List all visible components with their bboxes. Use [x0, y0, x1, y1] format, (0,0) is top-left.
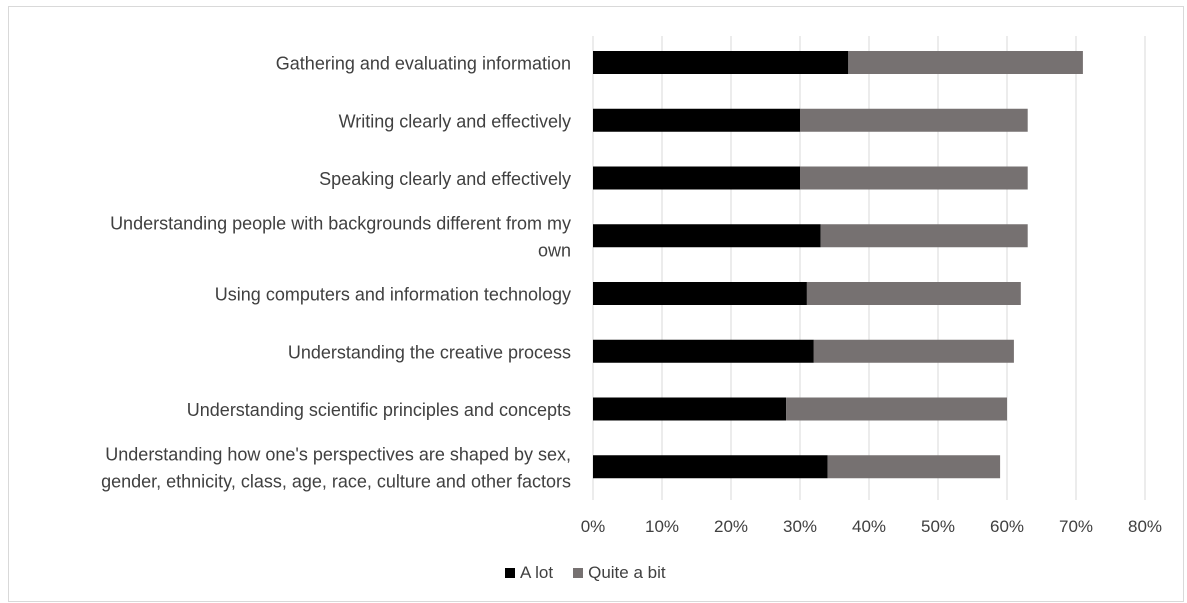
category-label: Understanding scientific principles and …	[187, 400, 571, 420]
chart-frame	[8, 6, 1184, 602]
legend-label-quite-a-bit: Quite a bit	[588, 563, 666, 582]
legend-swatch-quite-a-bit	[573, 568, 584, 578]
legend-swatch-a-lot	[505, 568, 515, 578]
legend-label-a-lot: A lot	[520, 563, 554, 582]
bar-a-lot	[593, 51, 849, 74]
category-label: Using computers and information technolo…	[215, 285, 571, 305]
bar-quite-a-bit	[848, 51, 1083, 74]
bar-quite-a-bit	[806, 282, 1021, 305]
bar-a-lot	[593, 108, 800, 132]
x-axis-tick-labels: 0% 10% 20% 30% 40% 50% 60% 70% 80%	[581, 517, 1162, 536]
gridlines	[592, 36, 1146, 500]
category-label: Understanding the creative process	[288, 342, 571, 362]
x-tick-label: 80%	[1128, 517, 1162, 536]
bar-quite-a-bit	[800, 108, 1028, 132]
x-tick-label: 20%	[714, 517, 748, 536]
x-tick-label: 10%	[645, 517, 679, 536]
bar-quite-a-bit	[800, 166, 1028, 190]
bar-quite-a-bit	[827, 455, 1001, 479]
x-tick-label: 50%	[921, 517, 955, 536]
x-tick-label: 60%	[990, 517, 1024, 536]
bar-a-lot	[593, 224, 821, 248]
category-label: Understanding how one's perspectives are…	[105, 444, 571, 464]
bar-a-lot	[593, 166, 800, 190]
bar-a-lot	[593, 282, 807, 305]
legend-item-quite-a-bit: Quite a bit	[573, 563, 666, 583]
bar-quite-a-bit	[813, 339, 1014, 363]
x-tick-label: 40%	[852, 517, 886, 536]
bar-a-lot	[593, 339, 814, 363]
category-label: Speaking clearly and effectively	[319, 169, 571, 189]
category-label: Writing clearly and effectively	[339, 111, 571, 131]
legend: A lot Quite a bit	[505, 563, 666, 583]
bars	[593, 51, 1083, 479]
bar-a-lot	[593, 455, 828, 479]
bar-a-lot	[593, 397, 787, 421]
legend-item-a-lot: A lot	[505, 563, 553, 583]
category-label: Gathering and evaluating information	[276, 54, 571, 74]
category-label: own	[538, 240, 571, 260]
category-label: gender, ethnicity, class, age, race, cul…	[101, 471, 571, 491]
bar-quite-a-bit	[786, 397, 1007, 421]
x-tick-label: 70%	[1059, 517, 1093, 536]
category-label: Understanding people with backgrounds di…	[110, 213, 571, 233]
category-labels: Gathering and evaluating information Writ…	[101, 54, 571, 492]
x-tick-label: 30%	[783, 517, 817, 536]
x-tick-label: 0%	[581, 517, 606, 536]
bar-quite-a-bit	[820, 224, 1028, 248]
